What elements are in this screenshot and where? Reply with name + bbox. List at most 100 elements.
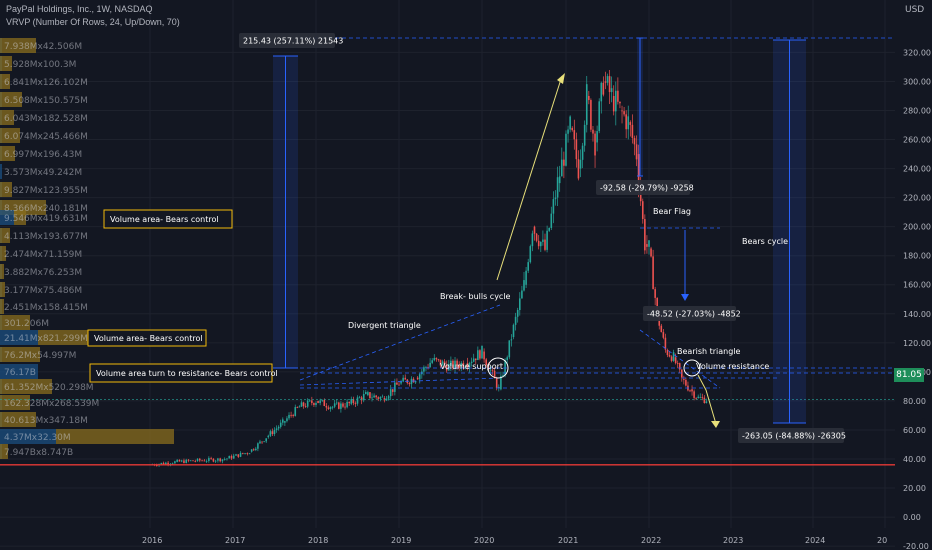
volume-bar-down xyxy=(0,395,30,410)
chart-title[interactable]: PayPal Holdings, Inc., 1W, NASDAQ xyxy=(6,4,153,14)
volume-area-2-box xyxy=(87,329,207,347)
candle-body xyxy=(373,395,375,398)
candle-body xyxy=(176,459,178,462)
candle-body xyxy=(416,377,419,380)
candle-body xyxy=(379,397,382,399)
measure-label-mid2-box xyxy=(643,306,736,321)
candle-body xyxy=(212,458,215,462)
candle-body xyxy=(352,399,355,403)
candle-body xyxy=(664,337,667,350)
candle-body xyxy=(678,363,681,370)
candle-body xyxy=(485,359,487,366)
candle-body xyxy=(606,76,609,83)
down-arrow xyxy=(697,374,717,425)
candle-body xyxy=(472,358,475,362)
candle-body xyxy=(155,465,158,467)
bears-cycle-label: Bears cycle xyxy=(742,237,788,246)
candle-body xyxy=(365,392,367,395)
candle-body xyxy=(676,363,679,364)
candle-body xyxy=(452,360,454,369)
candle-body xyxy=(230,456,233,459)
candle-body xyxy=(608,76,611,93)
candle-body xyxy=(252,449,255,451)
candle-body xyxy=(263,441,265,443)
candle-body xyxy=(196,458,199,462)
candle-body xyxy=(462,362,465,368)
candle-body xyxy=(387,396,390,399)
candle-body xyxy=(402,377,404,382)
candle-body xyxy=(290,414,292,416)
candle-body xyxy=(389,389,392,397)
volume-bar-up xyxy=(0,364,38,379)
candle-body xyxy=(567,129,569,134)
candle-body xyxy=(697,396,699,398)
candle-body xyxy=(674,357,677,364)
candle-body xyxy=(592,129,594,134)
currency-label: USD xyxy=(905,5,924,15)
candle-body xyxy=(556,177,559,198)
candle-body xyxy=(619,101,621,104)
candle-body xyxy=(298,406,301,408)
candle-body xyxy=(504,359,506,376)
candle-body xyxy=(354,402,357,404)
candle-body xyxy=(448,363,450,371)
bearish-triangle-label: Bearish triangle xyxy=(677,347,741,356)
candle-body xyxy=(333,403,336,407)
candle-body xyxy=(311,400,313,404)
bear-flag-label: Bear Flag xyxy=(653,207,691,216)
time-tick: 2023 xyxy=(723,536,743,545)
triangle-upper xyxy=(299,304,501,381)
time-axis[interactable]: 2016 2017 2018 2019 2020 2021 2022 2023 2024 20 xyxy=(142,536,887,545)
volume-profile-label: 4.37Mx32.30M xyxy=(4,433,71,443)
price-tick: 300.00 xyxy=(903,77,931,86)
arrow-head xyxy=(681,294,689,301)
time-tick: 2016 xyxy=(142,536,162,545)
candle-body xyxy=(481,345,483,359)
measure-label-bottom-text: -263.05 (-84.88%) -26305 xyxy=(742,432,846,441)
price-tick: 20.00 xyxy=(903,484,926,493)
candle-body xyxy=(458,365,460,368)
candle-body xyxy=(317,400,319,404)
candle-body xyxy=(178,459,181,462)
volume-bar-down xyxy=(0,56,12,71)
candle-body xyxy=(381,396,384,398)
candle-body xyxy=(558,176,561,184)
volume-bar-down xyxy=(0,379,52,394)
price-tick: 260.00 xyxy=(903,136,931,145)
volume-bar-down xyxy=(14,210,26,225)
candle-body xyxy=(672,352,675,361)
candle-body xyxy=(590,100,592,130)
candle-body xyxy=(232,455,235,459)
volume-profile-label: 21.41Mx821.299M xyxy=(4,334,88,344)
price-axis[interactable]: -20.000.0020.0040.0060.0080.00100.00120.… xyxy=(903,48,931,550)
candle-body xyxy=(435,357,438,360)
candle-body xyxy=(583,124,586,146)
candle-body xyxy=(371,397,373,399)
price-tick: 140.00 xyxy=(903,310,931,319)
candle-body xyxy=(321,399,324,401)
volume-profile-label: 76.2Mx54.997M xyxy=(4,351,76,361)
candle-body xyxy=(565,133,567,166)
candle-body xyxy=(454,360,456,369)
candle-body xyxy=(273,429,276,435)
candle-body xyxy=(410,378,413,385)
volume-profile-label: 9.546Mx419.631M xyxy=(4,214,88,224)
candle-body xyxy=(502,375,504,377)
price-tick: 160.00 xyxy=(903,281,931,290)
time-tick: 2020 xyxy=(474,536,494,545)
candle-body xyxy=(391,389,394,392)
candle-body xyxy=(377,397,380,399)
candle-body xyxy=(183,460,185,464)
volume-bar-down xyxy=(0,412,36,427)
volume-bar-down xyxy=(0,110,14,125)
candle-body xyxy=(226,458,228,460)
candle-body xyxy=(427,367,429,368)
candle-body xyxy=(575,139,578,160)
indicator-legend[interactable]: VRVP (Number Of Rows, 24, Up/Down, 70) xyxy=(6,17,180,27)
candle-body xyxy=(510,339,513,341)
candle-body xyxy=(554,197,557,200)
price-tick: 220.00 xyxy=(903,194,931,203)
candle-body xyxy=(500,376,502,390)
triangle-lower xyxy=(299,377,501,386)
